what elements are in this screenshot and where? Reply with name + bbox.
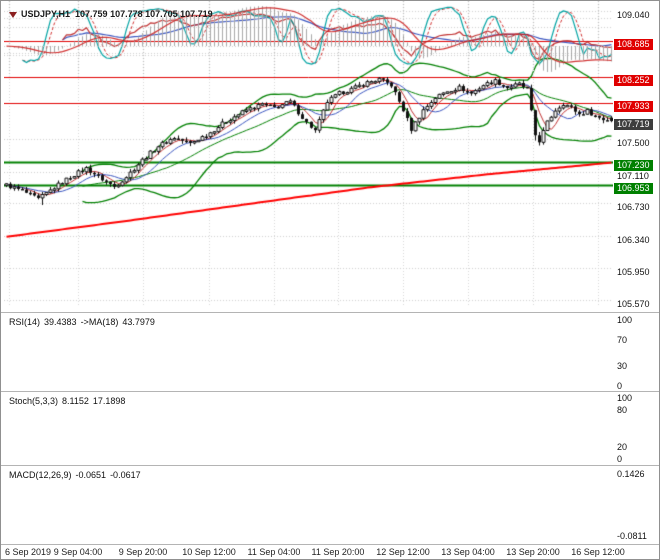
- support-price-badge: 106.953: [614, 182, 653, 194]
- symbol-marker-icon: [9, 11, 17, 18]
- panel-separator: [1, 391, 659, 392]
- macd-signal: -0.0617: [110, 470, 141, 480]
- time-axis-label: 9 Sep 20:00: [118, 547, 168, 557]
- support-price-badge: 107.230: [614, 159, 653, 171]
- time-axis-label: 6 Sep 2019: [5, 547, 52, 557]
- resistance-price-badge: 108.685: [614, 38, 653, 50]
- time-axis-label: 12 Sep 12:00: [376, 547, 430, 557]
- time-axis-label: 10 Sep 12:00: [182, 547, 236, 557]
- price-tick-label: 107.500: [617, 138, 650, 149]
- rsi-tick-label: 100: [617, 315, 633, 325]
- macd-name: MACD(12,26,9): [9, 470, 72, 480]
- time-axis-label: 11 Sep 04:00: [247, 547, 301, 557]
- time-axis-label: 13 Sep 04:00: [441, 547, 495, 557]
- panel-separator: [1, 465, 659, 466]
- price-tick-label: 105.570: [617, 299, 650, 310]
- stoch-value: 8.1152: [62, 396, 89, 406]
- price-tick-label: 107.110: [617, 170, 649, 181]
- stoch-tick-label: 100: [617, 393, 633, 403]
- rsi-tick-label: 70: [617, 334, 628, 345]
- stoch-tick-label: 20: [617, 441, 628, 452]
- current-price-badge: 107.719: [614, 119, 653, 131]
- rsi-tick-label: 0: [617, 381, 623, 391]
- stoch-signal: 17.1898: [92, 396, 126, 406]
- rsi-ma-value: 43.7979: [122, 317, 155, 327]
- price-tick-label: 109.040: [617, 9, 650, 20]
- chart-header: USDJPY,H1 107.759 107.778 107.705 107.719: [9, 9, 218, 19]
- resistance-price-badge: 108.252: [614, 74, 653, 86]
- rsi-ma-label: ->MA(18): [80, 317, 119, 327]
- price-tick-label: 106.340: [617, 234, 650, 245]
- macd-panel-label: MACD(12,26,9) -0.0651 -0.0617: [9, 470, 145, 480]
- symbol-timeframe-label: USDJPY,H1: [21, 9, 71, 19]
- stoch-tick-label: 0: [617, 454, 623, 464]
- rsi-value: 39.4383: [44, 317, 77, 327]
- time-axis-label: 11 Sep 20:00: [311, 547, 365, 557]
- price-tick-label: 105.950: [617, 267, 650, 278]
- price-tick-label: 106.730: [617, 202, 650, 213]
- stoch-tick-label: 80: [617, 405, 628, 416]
- resistance-price-badge: 107.933: [614, 101, 653, 113]
- time-axis-label: 13 Sep 20:00: [506, 547, 560, 557]
- rsi-name: RSI(14): [9, 317, 41, 327]
- stoch-name: Stoch(5,3,3): [9, 396, 59, 406]
- time-axis-label: 16 Sep 12:00: [571, 547, 625, 557]
- macd-tick-label: 0.1426: [617, 469, 645, 479]
- ohlc-readout: 107.759 107.778 107.705 107.719: [75, 9, 213, 19]
- macd-value: -0.0651: [75, 470, 107, 480]
- panel-separator: [1, 312, 659, 313]
- panel-separator: [1, 544, 659, 545]
- time-axis-label: 9 Sep 04:00: [53, 547, 103, 557]
- macd-indicator-canvas[interactable]: [4, 1, 613, 77]
- rsi-tick-label: 30: [617, 361, 628, 372]
- stoch-panel-label: Stoch(5,3,3) 8.1152 17.1898: [9, 396, 129, 406]
- macd-tick-label: -0.0811: [617, 531, 647, 541]
- rsi-panel-label: RSI(14) 39.4383 ->MA(18) 43.7979: [9, 317, 159, 327]
